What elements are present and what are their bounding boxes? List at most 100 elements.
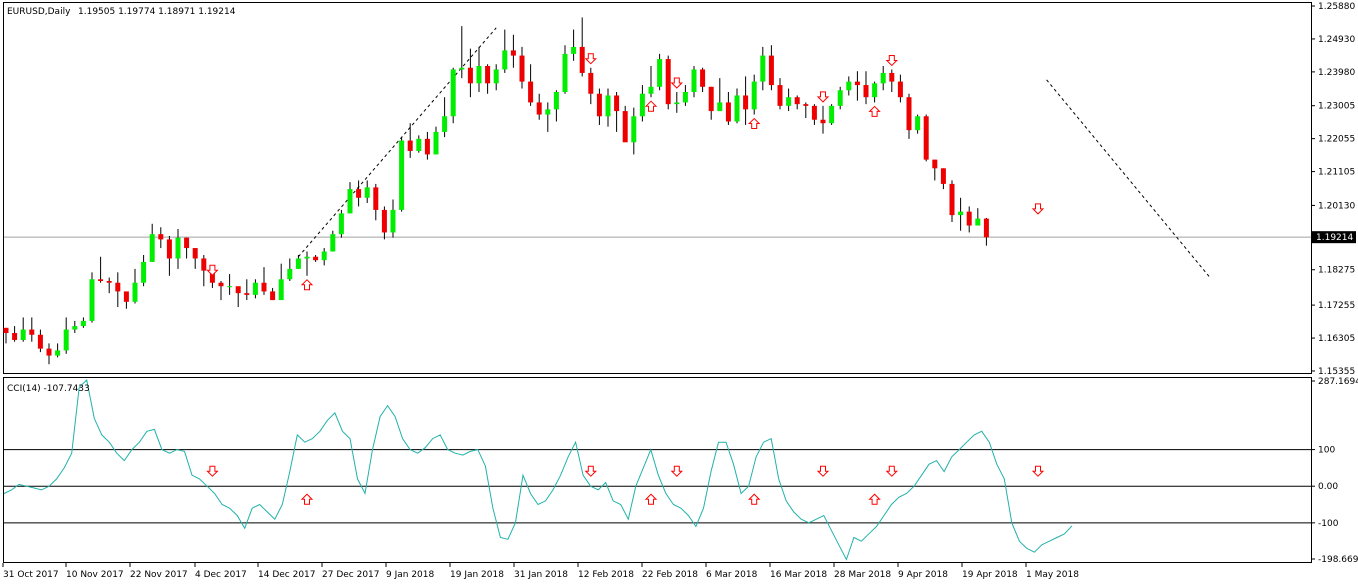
candles — [3, 17, 989, 365]
current-price-label: 1.19214 — [1316, 233, 1353, 243]
candle-body — [562, 53, 568, 93]
candle-body — [373, 187, 379, 210]
candle-body — [588, 72, 594, 94]
candle-body — [29, 329, 35, 335]
price-tick-label: 1.23005 — [1318, 102, 1355, 112]
cci-signal-up-arrow — [644, 493, 658, 505]
price-axis: 1.25880 1.24930 1.23980 1.23005 1.22055 1.211… — [1311, 2, 1355, 377]
candle-body — [751, 81, 757, 110]
candle-body — [536, 102, 542, 115]
candle-body — [768, 55, 774, 86]
candle-body — [708, 86, 714, 112]
price-tick-label: 1.25880 — [1318, 2, 1355, 12]
time-tick-label: 4 Dec 2017 — [195, 570, 247, 580]
candle-body — [106, 281, 112, 283]
price-signal-down-arrow — [816, 91, 830, 103]
candle-body — [837, 90, 843, 106]
candle-body — [596, 93, 602, 117]
candle-body — [235, 286, 241, 294]
cci-title: CCI(14) -107.7433 — [7, 384, 90, 394]
candle-body — [553, 92, 559, 110]
candle-body — [674, 102, 680, 105]
time-tick-label: 16 Mar 2018 — [770, 570, 827, 580]
candle-body — [347, 189, 353, 214]
candle-body — [184, 237, 190, 249]
cci-signal-down-arrow — [1031, 465, 1045, 477]
candle-body — [132, 282, 138, 302]
price-signal-down-arrow — [584, 53, 598, 65]
cci-line-group — [3, 378, 1073, 561]
candle-body — [803, 104, 809, 106]
price-signal-arrows — [206, 53, 1045, 291]
trendline — [298, 27, 497, 258]
cci-level-label-bg — [1314, 480, 1336, 493]
cci-signal-up-arrow — [747, 493, 761, 505]
candle-body — [605, 95, 611, 117]
time-tick-label: 10 Nov 2017 — [66, 570, 124, 580]
time-tick-label: 19 Apr 2018 — [962, 570, 1018, 580]
time-tick-label: 1 May 2018 — [1026, 570, 1079, 580]
candle-body — [442, 116, 448, 132]
candle-body — [915, 116, 921, 131]
price-signal-up-arrow — [747, 117, 761, 130]
price-tick-label: 1.20130 — [1318, 201, 1355, 211]
candle-body — [72, 326, 78, 330]
cci-signal-down-arrow — [584, 465, 598, 477]
cci-tick-label: -100 — [1318, 519, 1339, 529]
cci-signal-arrows — [206, 465, 1045, 505]
candle-body — [949, 183, 955, 216]
candle-body — [201, 258, 207, 271]
candle-body — [932, 159, 938, 169]
price-signal-down-arrow — [206, 264, 219, 276]
price-tick-label: 1.21105 — [1318, 168, 1355, 178]
candle-body — [880, 72, 886, 84]
candle-body — [571, 46, 577, 54]
candle-body — [958, 211, 964, 216]
candle-body — [863, 85, 869, 98]
price-signal-down-arrow — [670, 77, 684, 89]
price-tick-label: 1.17255 — [1318, 301, 1355, 311]
candle-body — [846, 81, 852, 91]
candle-body — [37, 334, 43, 349]
price-panel-frame — [3, 2, 1312, 374]
candle-body — [631, 116, 637, 143]
candle-body — [270, 291, 276, 301]
price-signal-down-arrow — [1031, 203, 1045, 215]
time-tick-label: 14 Dec 2017 — [258, 570, 316, 580]
candle-body — [20, 329, 26, 340]
candle-body — [252, 282, 258, 295]
candle-body — [244, 293, 250, 295]
cci-level-label-bg — [1314, 516, 1336, 529]
candle-body — [622, 111, 628, 143]
candle-body — [158, 234, 164, 240]
candle-body — [123, 291, 129, 302]
cci-signal-down-arrow — [885, 465, 899, 477]
candle-body — [450, 69, 456, 117]
cci-tick-label: -198.6695 — [1318, 555, 1358, 565]
candle-body — [80, 320, 86, 327]
time-tick-label: 19 Jan 2018 — [450, 570, 504, 580]
cci-line — [3, 378, 1073, 561]
candle-body — [493, 69, 499, 84]
trendline — [1046, 79, 1211, 278]
candle-body — [923, 116, 929, 160]
cci-signal-down-arrow — [816, 465, 830, 477]
candle-body — [811, 105, 817, 120]
candle-body — [166, 239, 172, 259]
price-tick-label: 1.22055 — [1318, 135, 1355, 145]
candle-body — [295, 258, 301, 269]
candle-body — [218, 282, 224, 287]
candle-body — [717, 102, 723, 112]
candle-body — [98, 279, 104, 282]
candle-body — [416, 138, 422, 151]
candle-body — [141, 261, 147, 283]
candle-body — [691, 69, 697, 93]
candle-body — [407, 140, 413, 151]
candle-body — [63, 329, 69, 351]
candle-body — [12, 333, 18, 340]
candle-body — [829, 105, 835, 124]
price-tick-label: 1.23980 — [1318, 68, 1355, 78]
